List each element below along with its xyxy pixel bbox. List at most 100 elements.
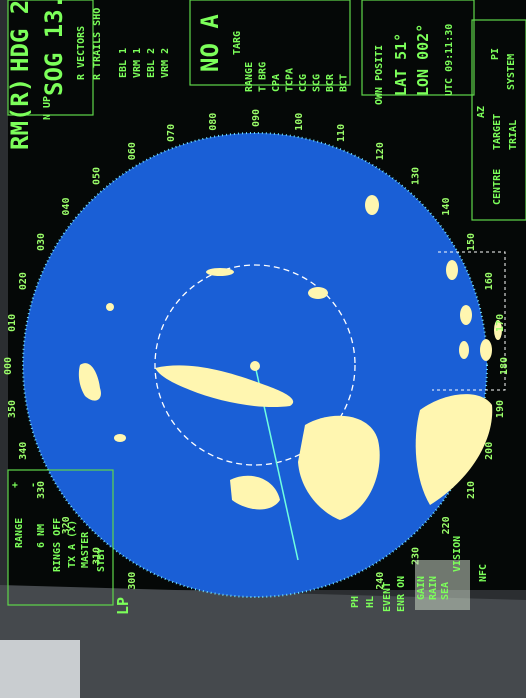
- scope-rim: [22, 132, 488, 598]
- control-label[interactable]: PH: [350, 596, 361, 608]
- bearing-label: 060: [127, 142, 138, 160]
- standby[interactable]: STBY: [96, 548, 107, 572]
- control-label[interactable]: ENR ON: [396, 576, 407, 612]
- trails: R TRAILS SHO: [92, 8, 103, 80]
- bearing-label: 320: [61, 516, 72, 534]
- window-glare: [0, 640, 80, 698]
- target-field: RANGE: [244, 62, 255, 92]
- bearing-label: 130: [410, 167, 421, 185]
- control-label[interactable]: NFC: [478, 564, 489, 582]
- range-panel: RANGE + - 6 NM RINGS OFF TX A (X) MASTER…: [7, 469, 132, 615]
- control-label[interactable]: RAIN: [428, 576, 439, 600]
- range-up[interactable]: +: [10, 482, 21, 488]
- button[interactable]: PI: [490, 48, 501, 60]
- gain-bars: [415, 560, 470, 610]
- control-label[interactable]: VISION: [452, 536, 463, 572]
- target-heading: TARG: [232, 31, 243, 55]
- bearing-label: 000: [3, 357, 14, 375]
- bearing-label: 040: [61, 198, 72, 216]
- range-title: RANGE: [14, 518, 25, 548]
- control-label[interactable]: EVENT: [382, 582, 393, 612]
- bearing-label: 070: [166, 124, 177, 142]
- range-value: 6 NM: [36, 524, 47, 548]
- header-panel: RM(R) HDG 25 SOG 13. N UP R VECTORS R TR…: [6, 0, 171, 150]
- bearing-label: 200: [484, 442, 495, 460]
- bearing-scale: 000 010 020 030 040 050 060 070 080 090 100 110 120 1…: [3, 109, 510, 590]
- bearing-label: 010: [7, 314, 18, 332]
- range-down[interactable]: -: [28, 482, 39, 488]
- ebl: EBL 2: [146, 48, 157, 78]
- pulse: LP: [114, 597, 132, 615]
- bearing-label: 170: [495, 314, 506, 332]
- vrm: VRM 1: [132, 48, 143, 78]
- bearing-label: 030: [36, 233, 47, 251]
- bezel: [0, 585, 526, 698]
- bearing-label: 180: [499, 357, 510, 375]
- bearing-label: 050: [92, 167, 103, 185]
- bearing-label: 220: [441, 516, 452, 534]
- bearing-label: 310: [92, 547, 103, 565]
- position-box: [361, 0, 475, 96]
- latitude: LAT 51°: [392, 33, 410, 96]
- button[interactable]: TARGET: [492, 114, 503, 150]
- target-field: CCG: [298, 74, 309, 92]
- sog: SOG 13.: [40, 0, 68, 96]
- vectors: R VECTORS: [76, 26, 87, 80]
- longitude: LON 002°: [414, 24, 432, 96]
- target-field: TCPA: [285, 68, 296, 92]
- bearing-label: 210: [466, 481, 477, 499]
- control-label[interactable]: HL: [365, 596, 376, 608]
- bearing-label: 150: [466, 233, 477, 251]
- range-box: [7, 469, 114, 606]
- ebl: EBL 1: [118, 48, 129, 78]
- button[interactable]: CENTRE: [492, 169, 503, 205]
- echoes: [78, 195, 502, 520]
- button[interactable]: SYSTEM: [506, 54, 517, 90]
- utc: UTC 09:11:30: [444, 24, 455, 96]
- guard-zone: [432, 251, 506, 391]
- bearing-label: 160: [484, 272, 495, 290]
- heading: HDG 25: [6, 0, 34, 72]
- target-fields: RANGE T BRG CPA TCPA CCG SCG BCR BCT: [244, 62, 350, 92]
- target-status: NO A: [196, 14, 224, 72]
- orientation: N UP: [42, 96, 53, 120]
- target-field: T BRG: [258, 62, 269, 92]
- button-box: [471, 19, 526, 221]
- target-box: [189, 0, 351, 86]
- bearing-label: 340: [18, 442, 29, 460]
- button[interactable]: AZ: [476, 106, 487, 118]
- position-title: OWN POSITI: [374, 45, 385, 105]
- control-label[interactable]: GAIN: [416, 576, 427, 600]
- control-label[interactable]: SEA: [440, 582, 451, 600]
- bearing-label: 020: [18, 272, 29, 290]
- bearing-label: 350: [7, 400, 18, 418]
- bearing-label: 230: [410, 547, 421, 565]
- master: MASTER: [80, 531, 91, 568]
- bearing-label: 190: [495, 400, 506, 418]
- bearing-label: 140: [441, 198, 452, 216]
- bearing-label: 080: [208, 113, 219, 131]
- bearing-label: 330: [36, 481, 47, 499]
- button[interactable]: TRIAL: [508, 120, 519, 150]
- vrm-ring: [154, 264, 356, 466]
- own-position-panel: OWN POSITI LAT 51° LON 002° UTC 09:11:30: [361, 0, 475, 105]
- mode: RM(R): [6, 78, 34, 150]
- bearing-label: 090: [251, 109, 262, 127]
- bearing-label: 120: [375, 142, 386, 160]
- target-field: CPA: [271, 74, 282, 92]
- target-field: BCT: [339, 74, 350, 92]
- bearing-label: 240: [375, 572, 386, 590]
- button-panel: PI SYSTEM AZ TARGET TRIAL CENTRE: [471, 19, 526, 221]
- vrm: VRM 2: [160, 48, 171, 78]
- rings: RINGS OFF: [52, 518, 63, 572]
- target-panel: NO A TARG RANGE T BRG CPA TCPA CCG SCG BCR BCT: [189, 0, 351, 92]
- bearing-label: 300: [127, 572, 138, 590]
- bearing-label: 100: [294, 113, 305, 131]
- target-field: SCG: [312, 74, 323, 92]
- header-box: [7, 0, 94, 116]
- target-field: BCR: [325, 73, 336, 92]
- transceiver: TX A (X): [67, 520, 78, 568]
- radar-scope: [22, 132, 506, 598]
